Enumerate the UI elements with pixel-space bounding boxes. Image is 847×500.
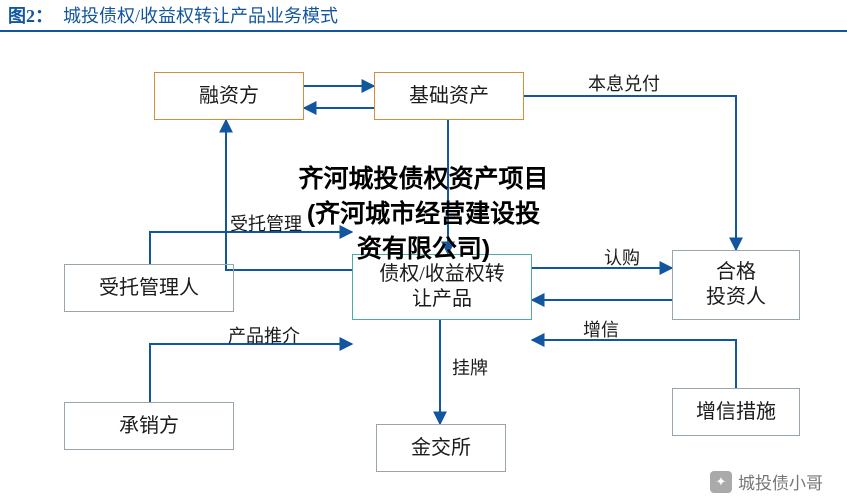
overlay-line1: 齐河城投债权资产项目 <box>298 162 548 197</box>
node-underwriter: 承销方 <box>64 402 234 450</box>
node-investor: 合格投资人 <box>672 250 800 320</box>
overlay-line2: (齐河城市经营建设投 <box>298 197 548 232</box>
node-enhance: 增信措施 <box>672 388 800 436</box>
watermark-text: 城投债小哥 <box>738 469 823 494</box>
edge-label-investor-product: 认购 <box>604 244 640 270</box>
node-exchange: 金交所 <box>376 424 506 472</box>
diagram-canvas: 齐河城投债权资产项目 (齐河城市经营建设投 资有限公司) ✦ 城投债小哥 融资方… <box>0 32 847 500</box>
watermark: ✦ 城投债小哥 <box>710 469 823 494</box>
node-asset: 基础资产 <box>374 72 524 120</box>
node-financier: 融资方 <box>154 72 304 120</box>
edge-label-underwriter-product: 产品推介 <box>228 322 300 348</box>
edge-label-asset-investor: 本息兑付 <box>588 70 660 96</box>
edge-label-trustee-product: 受托管理 <box>230 210 302 236</box>
figure-title-bar: 图2： 城投债权/收益权转让产品业务模式 <box>0 0 847 32</box>
edge-label-enhance-product: 增信 <box>583 316 619 342</box>
figure-title: 城投债权/收益权转让产品业务模式 <box>63 2 338 28</box>
figure-number: 图2： <box>8 2 53 28</box>
wechat-icon: ✦ <box>710 471 732 493</box>
overlay-article-title: 齐河城投债权资产项目 (齐河城市经营建设投 资有限公司) <box>298 162 548 267</box>
overlay-line3: 资有限公司) <box>298 232 548 267</box>
node-trustee: 受托管理人 <box>64 264 234 312</box>
edge-label-product-exchange: 挂牌 <box>452 354 488 380</box>
